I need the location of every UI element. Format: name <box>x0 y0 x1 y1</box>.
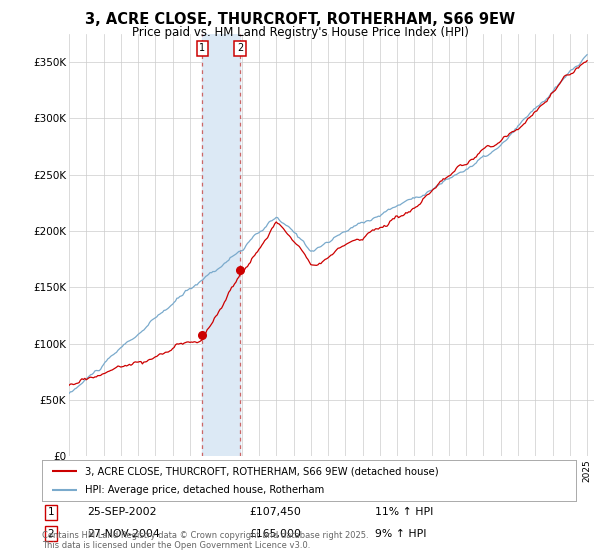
Text: 25-SEP-2002: 25-SEP-2002 <box>87 507 157 517</box>
Bar <box>202 34 240 456</box>
Text: 9% ↑ HPI: 9% ↑ HPI <box>375 529 427 539</box>
Text: 1: 1 <box>47 507 55 517</box>
Text: £107,450: £107,450 <box>249 507 301 517</box>
Text: 1: 1 <box>199 43 205 53</box>
Text: 11% ↑ HPI: 11% ↑ HPI <box>375 507 433 517</box>
Text: HPI: Average price, detached house, Rotherham: HPI: Average price, detached house, Roth… <box>85 485 324 495</box>
Text: 2: 2 <box>237 43 243 53</box>
Text: 3, ACRE CLOSE, THURCROFT, ROTHERHAM, S66 9EW: 3, ACRE CLOSE, THURCROFT, ROTHERHAM, S66… <box>85 12 515 27</box>
Text: Contains HM Land Registry data © Crown copyright and database right 2025.
This d: Contains HM Land Registry data © Crown c… <box>42 530 368 550</box>
Text: 3, ACRE CLOSE, THURCROFT, ROTHERHAM, S66 9EW (detached house): 3, ACRE CLOSE, THURCROFT, ROTHERHAM, S66… <box>85 466 439 477</box>
Text: £165,000: £165,000 <box>249 529 301 539</box>
Text: 2: 2 <box>47 529 55 539</box>
Text: Price paid vs. HM Land Registry's House Price Index (HPI): Price paid vs. HM Land Registry's House … <box>131 26 469 39</box>
Text: 27-NOV-2004: 27-NOV-2004 <box>87 529 160 539</box>
